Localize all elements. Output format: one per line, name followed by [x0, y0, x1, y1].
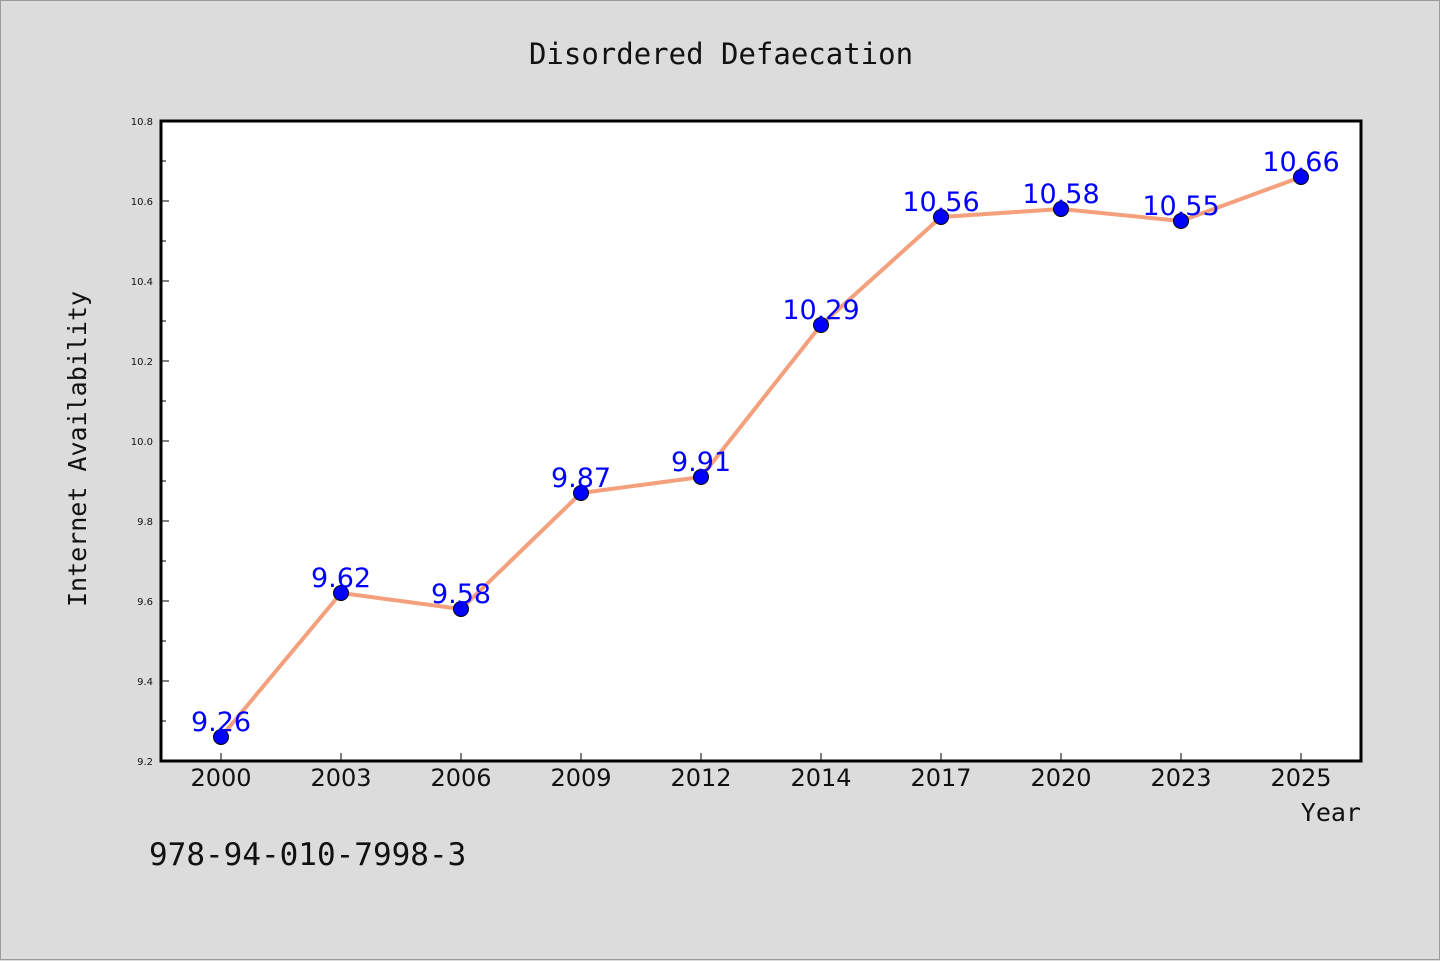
data-point-marker	[213, 729, 229, 745]
data-point-marker	[813, 317, 829, 333]
x-tick-label: 2014	[790, 764, 851, 792]
data-value-label: 9.26	[191, 707, 251, 738]
x-tick-label: 2023	[1150, 764, 1211, 792]
isbn-caption: 978-94-010-7998-3	[149, 837, 466, 873]
data-value-label: 10.66	[1262, 147, 1339, 178]
data-value-label: 10.55	[1142, 191, 1219, 222]
y-tick-label: 10.6	[131, 197, 153, 208]
x-tick-label: 2020	[1030, 764, 1091, 792]
data-point-marker	[693, 469, 709, 485]
y-tick-label: 9.6	[137, 597, 153, 608]
data-value-label: 10.58	[1022, 179, 1099, 210]
y-axis: 9.2 9.4 9.6 9.8 10.0 10.2 10.4 10.6 10.8	[131, 117, 169, 768]
data-point-marker	[573, 485, 589, 501]
data-point-marker	[333, 585, 349, 601]
data-point-marker	[1173, 213, 1189, 229]
data-point-marker	[933, 209, 949, 225]
y-axis-label: Internet Availability	[63, 291, 92, 607]
data-point-marker	[1293, 169, 1309, 185]
data-value-label: 9.87	[551, 463, 611, 494]
x-tick-label: 2003	[310, 764, 371, 792]
data-point-marker	[1053, 201, 1069, 217]
y-tick-label: 10.4	[131, 277, 153, 288]
x-tick-label: 2017	[910, 764, 971, 792]
y-tick-label: 9.8	[137, 517, 153, 528]
data-value-label: 9.62	[311, 563, 371, 594]
series-line-group	[219, 175, 1302, 739]
y-tick-label: 9.2	[137, 757, 153, 768]
data-point-marker	[453, 601, 469, 617]
x-tick-label: 2012	[670, 764, 731, 792]
y-tick-label: 10.8	[131, 117, 153, 128]
x-tick-label: 2025	[1270, 764, 1331, 792]
y-tick-label: 9.4	[137, 677, 153, 688]
plot-area	[159, 119, 1363, 763]
chart-title: Disordered Defaecation	[529, 37, 913, 71]
x-tick-label: 2000	[190, 764, 251, 792]
x-axis-label: Year	[1301, 798, 1361, 827]
x-tick-label: 2009	[550, 764, 611, 792]
data-value-label: 9.58	[431, 579, 491, 610]
data-value-label: 10.56	[902, 187, 979, 218]
series-line	[219, 175, 1302, 739]
marker-group	[213, 169, 1309, 745]
data-value-label: 9.91	[671, 447, 731, 478]
y-tick-label: 10.2	[131, 357, 153, 368]
data-value-label: 10.29	[782, 295, 859, 326]
data-label-group: 9.26 9.62 9.58 9.87 9.91 10.29 10.56 10.58 10.55…	[191, 147, 1340, 738]
y-tick-label: 10.0	[131, 437, 153, 448]
x-tick-label: 2006	[430, 764, 491, 792]
x-axis: 2000 2003 2006 2009 2012 2014 2017 2020 2023 2025	[190, 753, 1332, 792]
